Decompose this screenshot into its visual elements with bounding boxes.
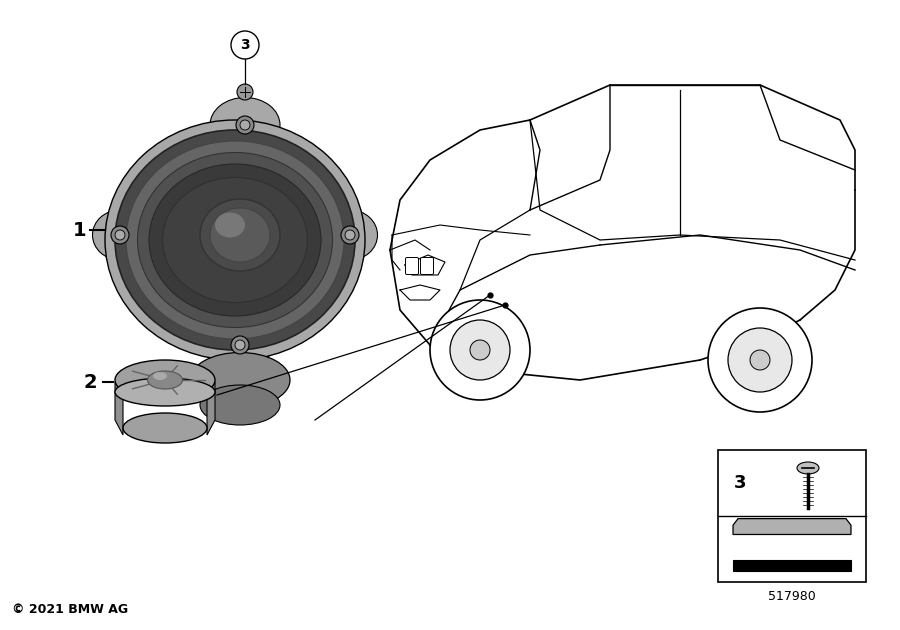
Polygon shape	[207, 382, 215, 435]
Circle shape	[237, 84, 253, 100]
FancyBboxPatch shape	[420, 258, 434, 275]
Text: 3: 3	[734, 474, 746, 492]
Ellipse shape	[210, 208, 270, 262]
Circle shape	[115, 230, 125, 240]
Ellipse shape	[153, 372, 167, 380]
Circle shape	[231, 31, 259, 59]
Ellipse shape	[115, 360, 215, 400]
Ellipse shape	[105, 120, 365, 360]
Text: 2: 2	[83, 372, 97, 391]
Ellipse shape	[200, 199, 280, 271]
Ellipse shape	[123, 413, 207, 443]
Text: 3: 3	[240, 38, 250, 52]
Ellipse shape	[93, 210, 148, 260]
Circle shape	[708, 308, 812, 412]
Text: 1: 1	[73, 220, 86, 239]
Ellipse shape	[322, 210, 377, 260]
Ellipse shape	[115, 130, 355, 350]
Ellipse shape	[163, 178, 308, 302]
Circle shape	[341, 226, 359, 244]
FancyBboxPatch shape	[406, 258, 419, 275]
Circle shape	[750, 350, 770, 370]
Circle shape	[111, 226, 129, 244]
Ellipse shape	[797, 462, 819, 474]
Circle shape	[470, 340, 490, 360]
Polygon shape	[733, 518, 851, 534]
Circle shape	[450, 320, 510, 380]
Polygon shape	[115, 382, 123, 435]
Circle shape	[728, 328, 792, 392]
Circle shape	[240, 120, 250, 130]
Ellipse shape	[215, 212, 245, 238]
Polygon shape	[733, 559, 851, 571]
Ellipse shape	[126, 141, 344, 339]
Circle shape	[345, 230, 355, 240]
Text: 517980: 517980	[768, 590, 816, 603]
Circle shape	[430, 300, 530, 400]
Bar	[718, 450, 866, 582]
Circle shape	[236, 116, 254, 134]
Ellipse shape	[190, 353, 290, 408]
Ellipse shape	[208, 320, 273, 370]
Text: © 2021 BMW AG: © 2021 BMW AG	[12, 603, 128, 616]
Ellipse shape	[148, 371, 183, 389]
Ellipse shape	[149, 164, 321, 316]
Circle shape	[231, 336, 249, 354]
Ellipse shape	[115, 378, 215, 406]
Circle shape	[235, 340, 245, 350]
Ellipse shape	[138, 152, 332, 328]
Ellipse shape	[200, 385, 280, 425]
Ellipse shape	[210, 98, 280, 152]
